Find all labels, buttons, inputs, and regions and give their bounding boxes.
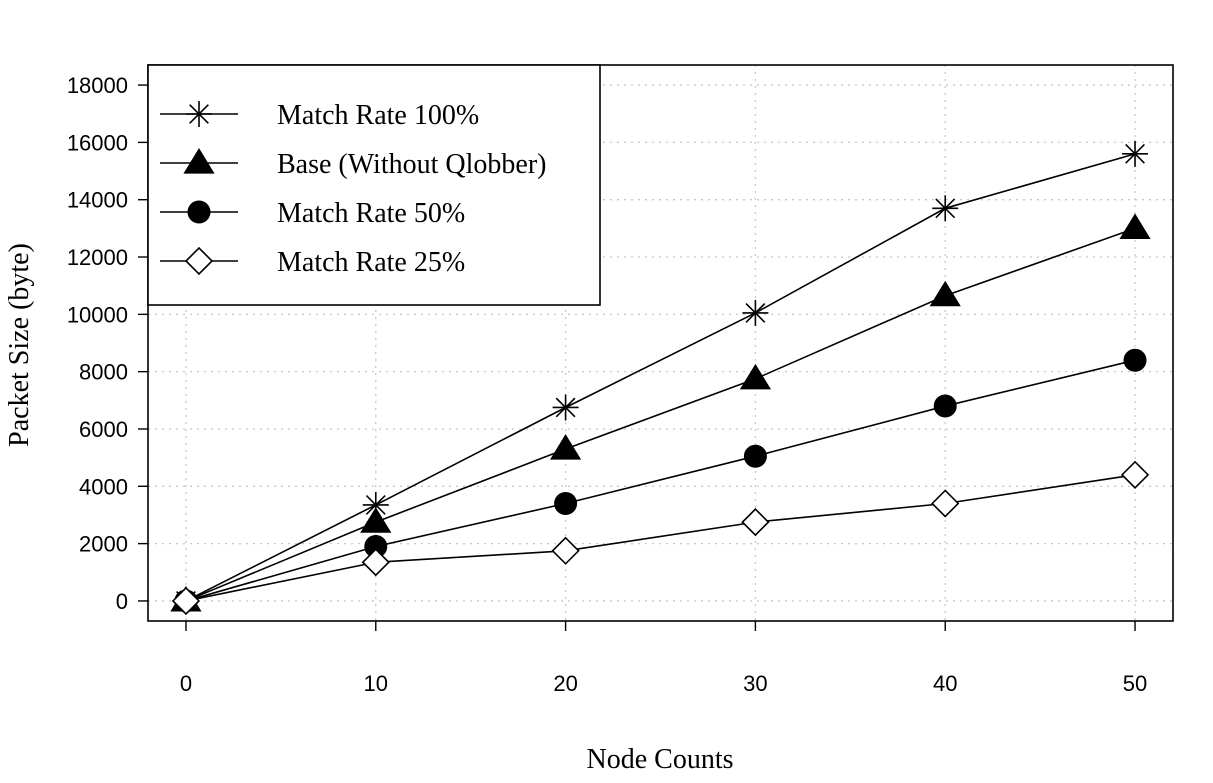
data-point-diamond <box>741 507 770 537</box>
x-axis-title: Node Counts <box>587 744 734 775</box>
legend-label: Base (Without Qlobber) <box>277 149 546 180</box>
data-point-triangle <box>929 280 961 307</box>
grid <box>148 65 1173 621</box>
legend-box <box>147 64 601 306</box>
x-tick-label: 0 <box>180 671 192 696</box>
data-point-triangle <box>550 434 582 460</box>
axes: 0 2000 4000 6000 8000 10000 12000 14000 16000 180… <box>67 64 1174 696</box>
series-line-3 <box>185 359 1136 602</box>
data-point-diamond <box>361 548 390 577</box>
x-tick-label: 40 <box>933 671 957 696</box>
series <box>170 140 1151 616</box>
x-tick-label: 10 <box>364 671 388 696</box>
legend-marker-triangle <box>183 148 215 174</box>
data-point-asterisk <box>1122 140 1149 167</box>
y-tick-label: 10000 <box>67 302 128 327</box>
legend-label: Match Rate 25% <box>277 247 465 278</box>
series-line-4 <box>185 474 1136 602</box>
x-tick-label: 50 <box>1123 671 1147 696</box>
y-tick-label: 18000 <box>67 73 128 98</box>
series-line-1 <box>185 153 1136 602</box>
data-point-asterisk <box>552 394 579 421</box>
data-point-diamond <box>1120 460 1150 489</box>
y-tick-label: 16000 <box>67 130 128 155</box>
data-point-asterisk <box>742 299 769 326</box>
y-tick-label: 4000 <box>79 474 128 499</box>
data-point-diamond <box>931 489 960 518</box>
data-point-asterisk <box>932 195 959 222</box>
y-tick-label: 2000 <box>79 532 128 557</box>
y-tick-label: 14000 <box>67 188 128 213</box>
y-axis-title: Packet Size (byte) <box>4 243 35 447</box>
legend: Match Rate 100% Base (Without Qlobber) Mat… <box>147 64 601 306</box>
legend-marker-circle <box>187 200 211 224</box>
legend-label: Match Rate 50% <box>277 198 465 229</box>
legend-marker-diamond <box>184 246 214 276</box>
data-point-diamond <box>171 586 201 616</box>
data-point-circle <box>743 444 767 468</box>
data-point-diamond <box>551 536 580 565</box>
x-tick-label: 30 <box>743 671 767 696</box>
data-point-triangle <box>360 507 392 533</box>
data-point-circle <box>933 394 957 418</box>
data-point-triangle <box>739 363 771 390</box>
y-tick-label: 12000 <box>67 245 128 270</box>
data-point-circle <box>554 491 578 515</box>
series-line-2 <box>185 227 1136 602</box>
plot-frame <box>147 64 1174 622</box>
x-tick-label: 20 <box>553 671 577 696</box>
legend-label: Match Rate 100% <box>277 100 479 131</box>
y-tick-label: 6000 <box>79 417 128 442</box>
data-point-triangle <box>1119 213 1151 239</box>
y-tick-label: 8000 <box>79 360 128 385</box>
data-point-circle <box>1123 348 1147 372</box>
y-tick-label: 0 <box>116 589 128 614</box>
legend-marker-asterisk <box>186 101 212 127</box>
